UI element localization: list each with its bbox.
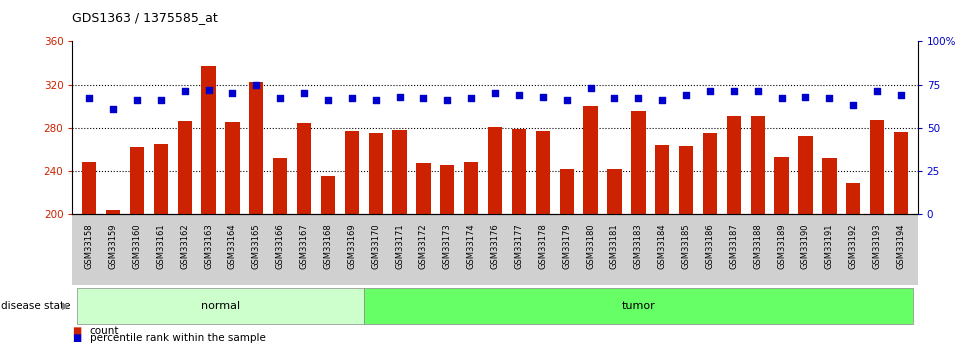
Point [464, 96, 479, 101]
Point [894, 92, 909, 98]
Point [750, 89, 765, 94]
Text: percentile rank within the sample: percentile rank within the sample [90, 333, 266, 343]
Point [415, 96, 431, 101]
Bar [201, 66, 215, 214]
Bar [559, 169, 574, 214]
Bar [512, 129, 526, 214]
Point [368, 97, 384, 103]
Point [201, 87, 216, 92]
Bar [894, 132, 908, 214]
Bar [345, 131, 359, 214]
Bar [82, 162, 97, 214]
Text: tumor: tumor [621, 301, 655, 311]
Bar [536, 131, 550, 214]
Point [272, 96, 288, 101]
Text: normal: normal [201, 301, 240, 311]
Point [607, 96, 622, 101]
Bar [703, 133, 717, 214]
Text: count: count [90, 326, 120, 336]
Point [440, 97, 455, 103]
Bar [822, 158, 837, 214]
Point [297, 90, 312, 96]
Text: GDS1363 / 1375585_at: GDS1363 / 1375585_at [72, 11, 218, 24]
Bar [154, 144, 168, 214]
Point [105, 106, 121, 111]
Point [845, 102, 861, 108]
Text: ▶: ▶ [62, 301, 70, 311]
Point [678, 92, 694, 98]
Bar [392, 130, 407, 214]
Bar [608, 169, 622, 214]
Point [511, 92, 526, 98]
Bar [273, 158, 287, 214]
Bar [775, 157, 789, 214]
Bar [106, 209, 120, 214]
Text: ■: ■ [72, 326, 82, 336]
Point [798, 94, 813, 99]
Point [869, 89, 885, 94]
Point [320, 97, 335, 103]
Bar [178, 121, 192, 214]
Point [702, 89, 718, 94]
Point [631, 96, 646, 101]
Point [153, 97, 168, 103]
Point [559, 97, 575, 103]
Point [535, 94, 551, 99]
Bar [321, 176, 335, 214]
Point [582, 85, 598, 91]
Bar [870, 120, 884, 214]
Bar [488, 127, 502, 214]
Text: ■: ■ [72, 333, 82, 343]
Bar [655, 145, 669, 214]
Bar [631, 111, 645, 214]
Bar [726, 116, 741, 214]
Point [822, 96, 838, 101]
Text: disease state: disease state [1, 301, 71, 311]
Point [129, 97, 145, 103]
Point [774, 96, 789, 101]
Bar [798, 136, 812, 214]
Bar [249, 82, 264, 214]
Bar [129, 147, 144, 214]
Point [81, 96, 97, 101]
Point [487, 90, 502, 96]
Bar [679, 146, 694, 214]
Bar [368, 133, 383, 214]
Point [344, 96, 359, 101]
Bar [583, 106, 598, 214]
Point [248, 82, 264, 87]
Point [655, 97, 670, 103]
Bar [440, 165, 454, 214]
Bar [297, 123, 311, 214]
Bar [751, 116, 765, 214]
Bar [416, 163, 431, 214]
Bar [225, 122, 240, 214]
Point [726, 89, 742, 94]
Point [392, 94, 408, 99]
Bar [846, 183, 861, 214]
Point [177, 89, 192, 94]
Bar [464, 162, 478, 214]
Point [225, 90, 241, 96]
